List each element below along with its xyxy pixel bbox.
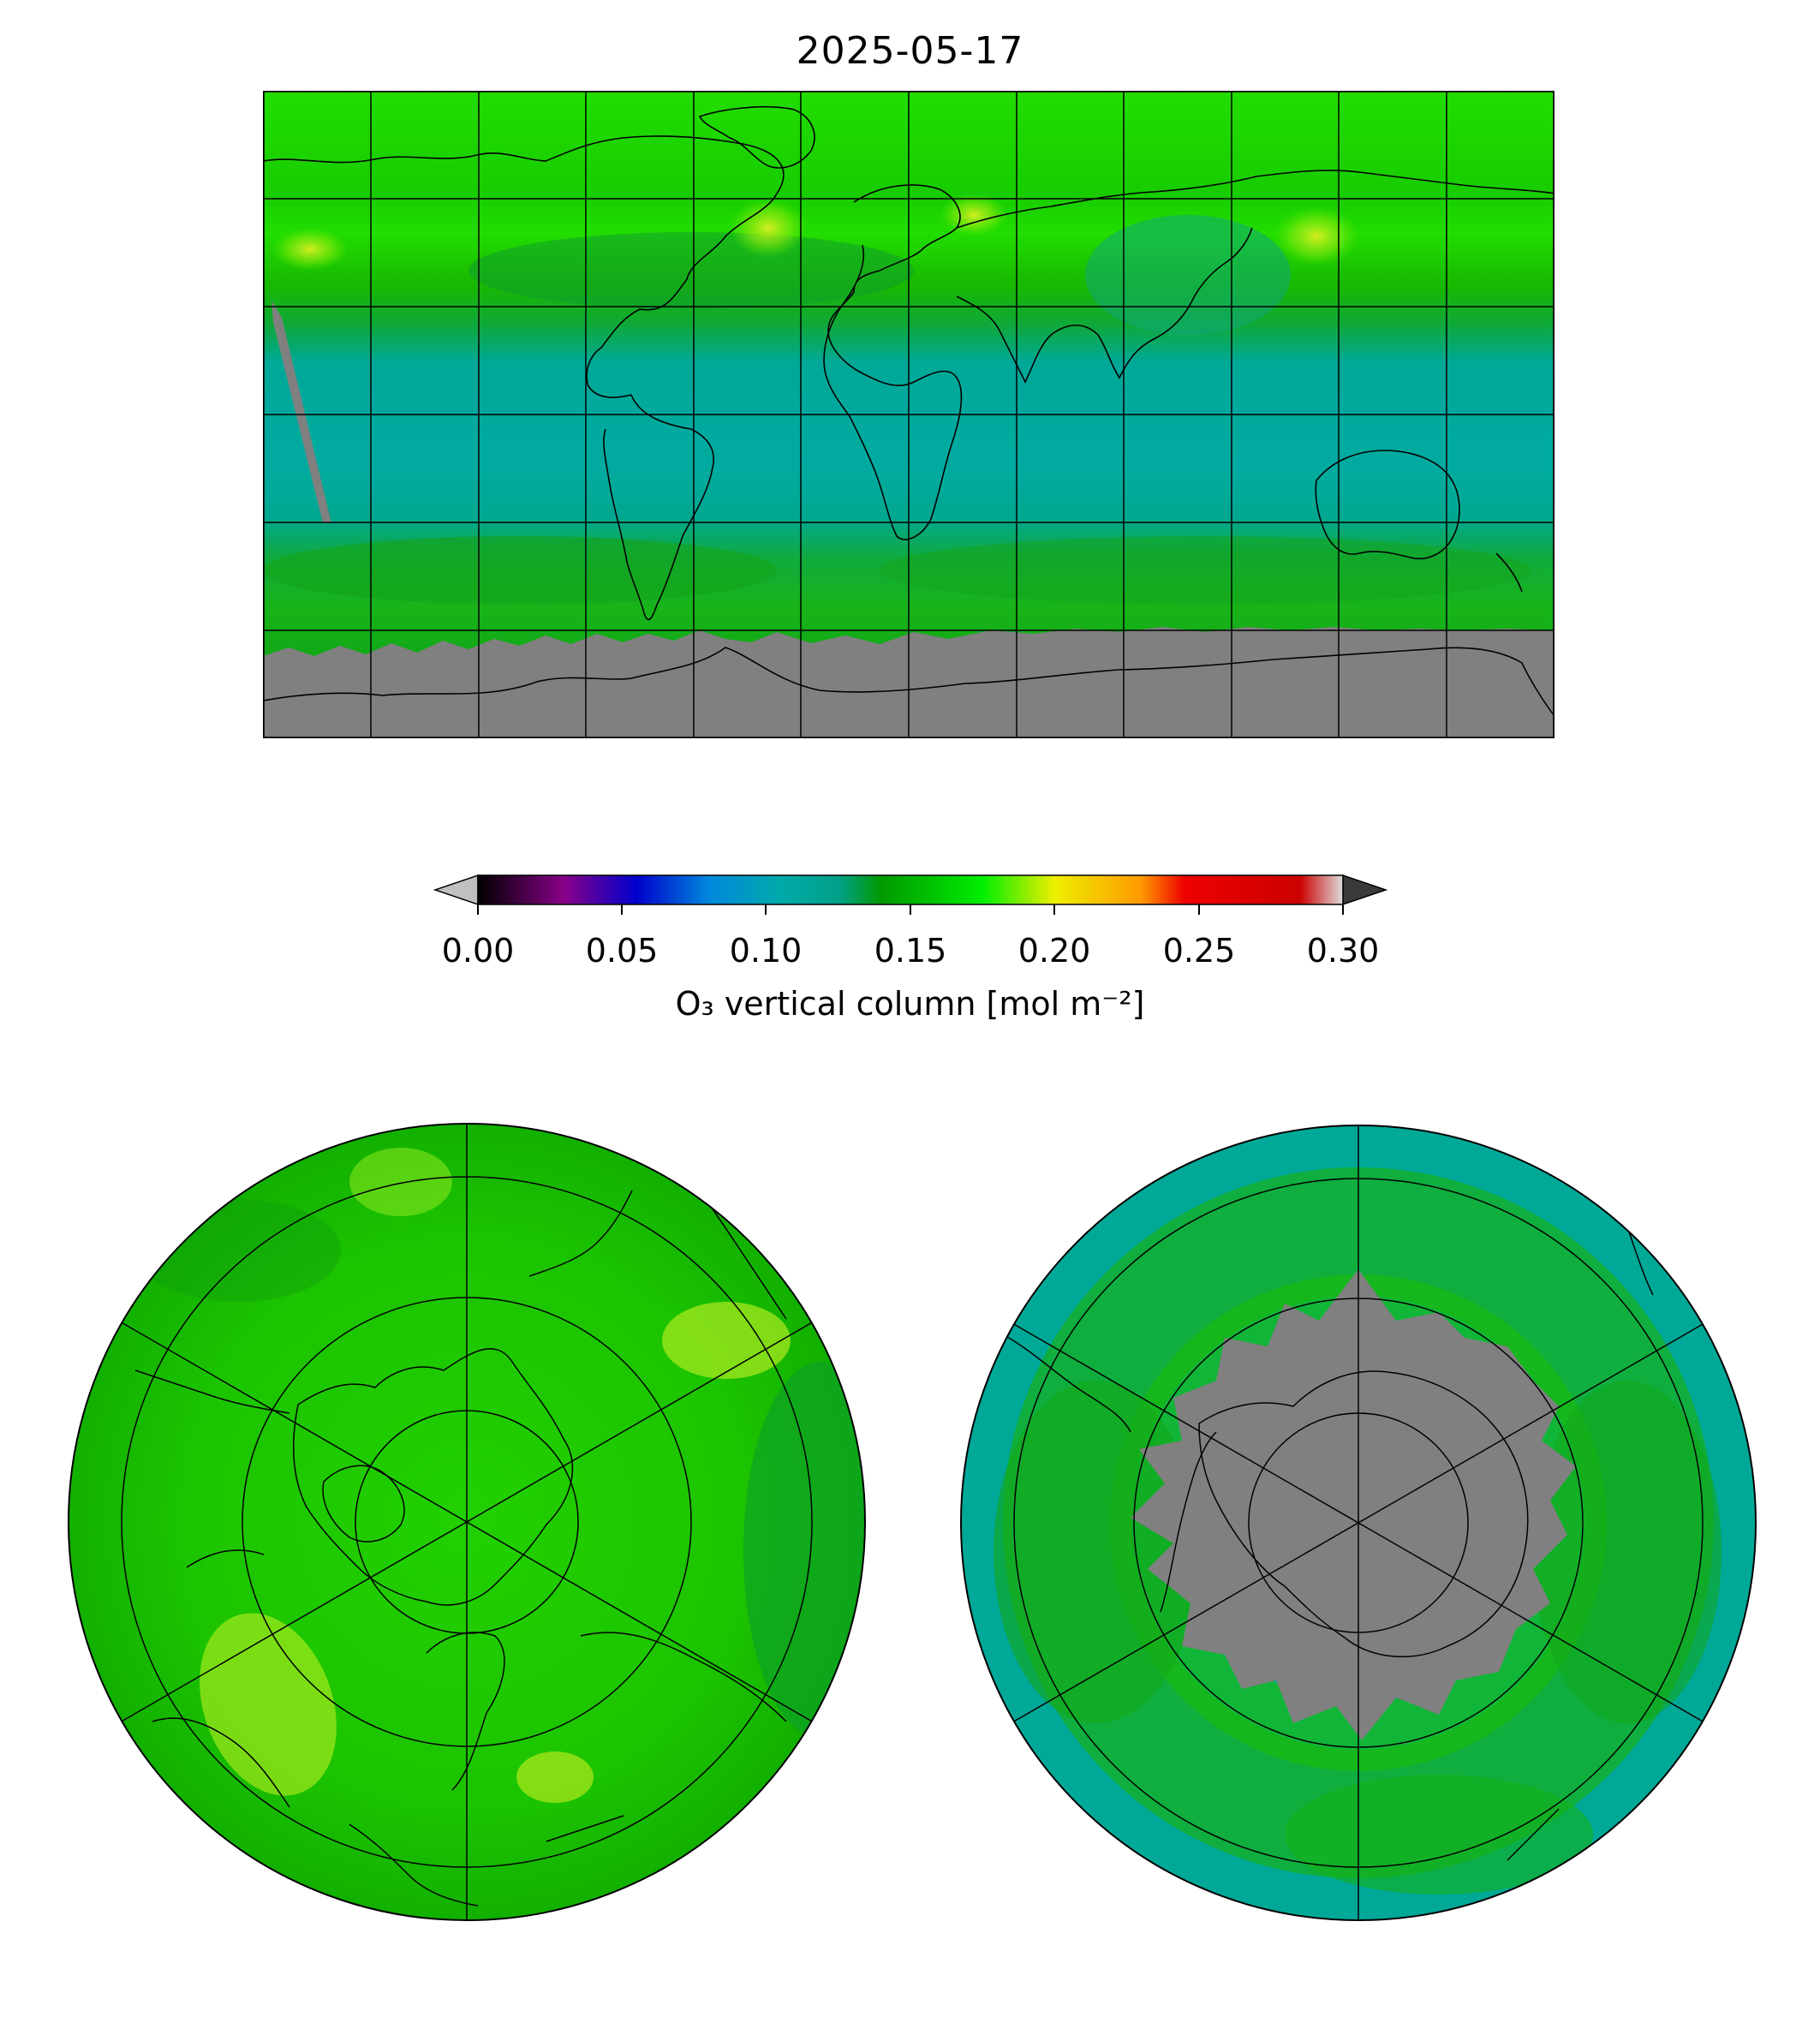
colorbar-tick-label: 0.15 — [874, 932, 947, 970]
high-ozone-spot — [516, 1751, 594, 1803]
missing-data-swath — [272, 301, 331, 523]
colorbar-over-triangle — [1342, 874, 1388, 906]
ozone-patch — [994, 1381, 1199, 1723]
colorbar-tick-label: 0.05 — [585, 932, 659, 970]
colorbar-gradient — [477, 874, 1344, 905]
ozone-patch — [1533, 1381, 1722, 1723]
missing-data-polar-night — [1131, 1269, 1576, 1740]
colorbar-tick-label: 0.00 — [441, 932, 515, 970]
high-ozone-spot — [1274, 206, 1359, 266]
colorbar-under-triangle — [433, 874, 479, 906]
north-polar-map — [68, 1123, 866, 1921]
colorbar — [433, 874, 1388, 915]
colorbar-tick-label: 0.25 — [1162, 932, 1236, 970]
low-ozone-band — [263, 536, 777, 605]
colorbar-label: O₃ vertical column [mol m⁻²] — [675, 985, 1145, 1023]
high-ozone-spot — [662, 1302, 791, 1379]
high-ozone-spot — [730, 198, 807, 258]
low-ozone-band — [1085, 215, 1291, 335]
south-polar-map — [960, 1125, 1757, 1921]
global-map — [263, 91, 1554, 738]
ozone-patch — [1285, 1775, 1593, 1895]
colorbar-tick-label: 0.30 — [1306, 932, 1380, 970]
graticule — [263, 91, 1554, 738]
low-ozone-band — [880, 536, 1531, 605]
high-ozone-spot — [349, 1148, 452, 1216]
graticule — [119, 1124, 815, 1920]
graticule — [1011, 1125, 1705, 1920]
map-title: 2025-05-17 — [796, 29, 1024, 73]
high-ozone-spot — [200, 1613, 337, 1796]
high-ozone-spot — [940, 194, 1008, 236]
colorbar-ticks — [477, 904, 1344, 915]
colorbar-tick-label: 0.10 — [729, 932, 803, 970]
coastlines — [993, 1226, 1654, 1895]
high-ozone-spot — [272, 228, 349, 271]
coastlines — [134, 1173, 787, 1907]
colorbar-tick-label: 0.20 — [1017, 932, 1091, 970]
